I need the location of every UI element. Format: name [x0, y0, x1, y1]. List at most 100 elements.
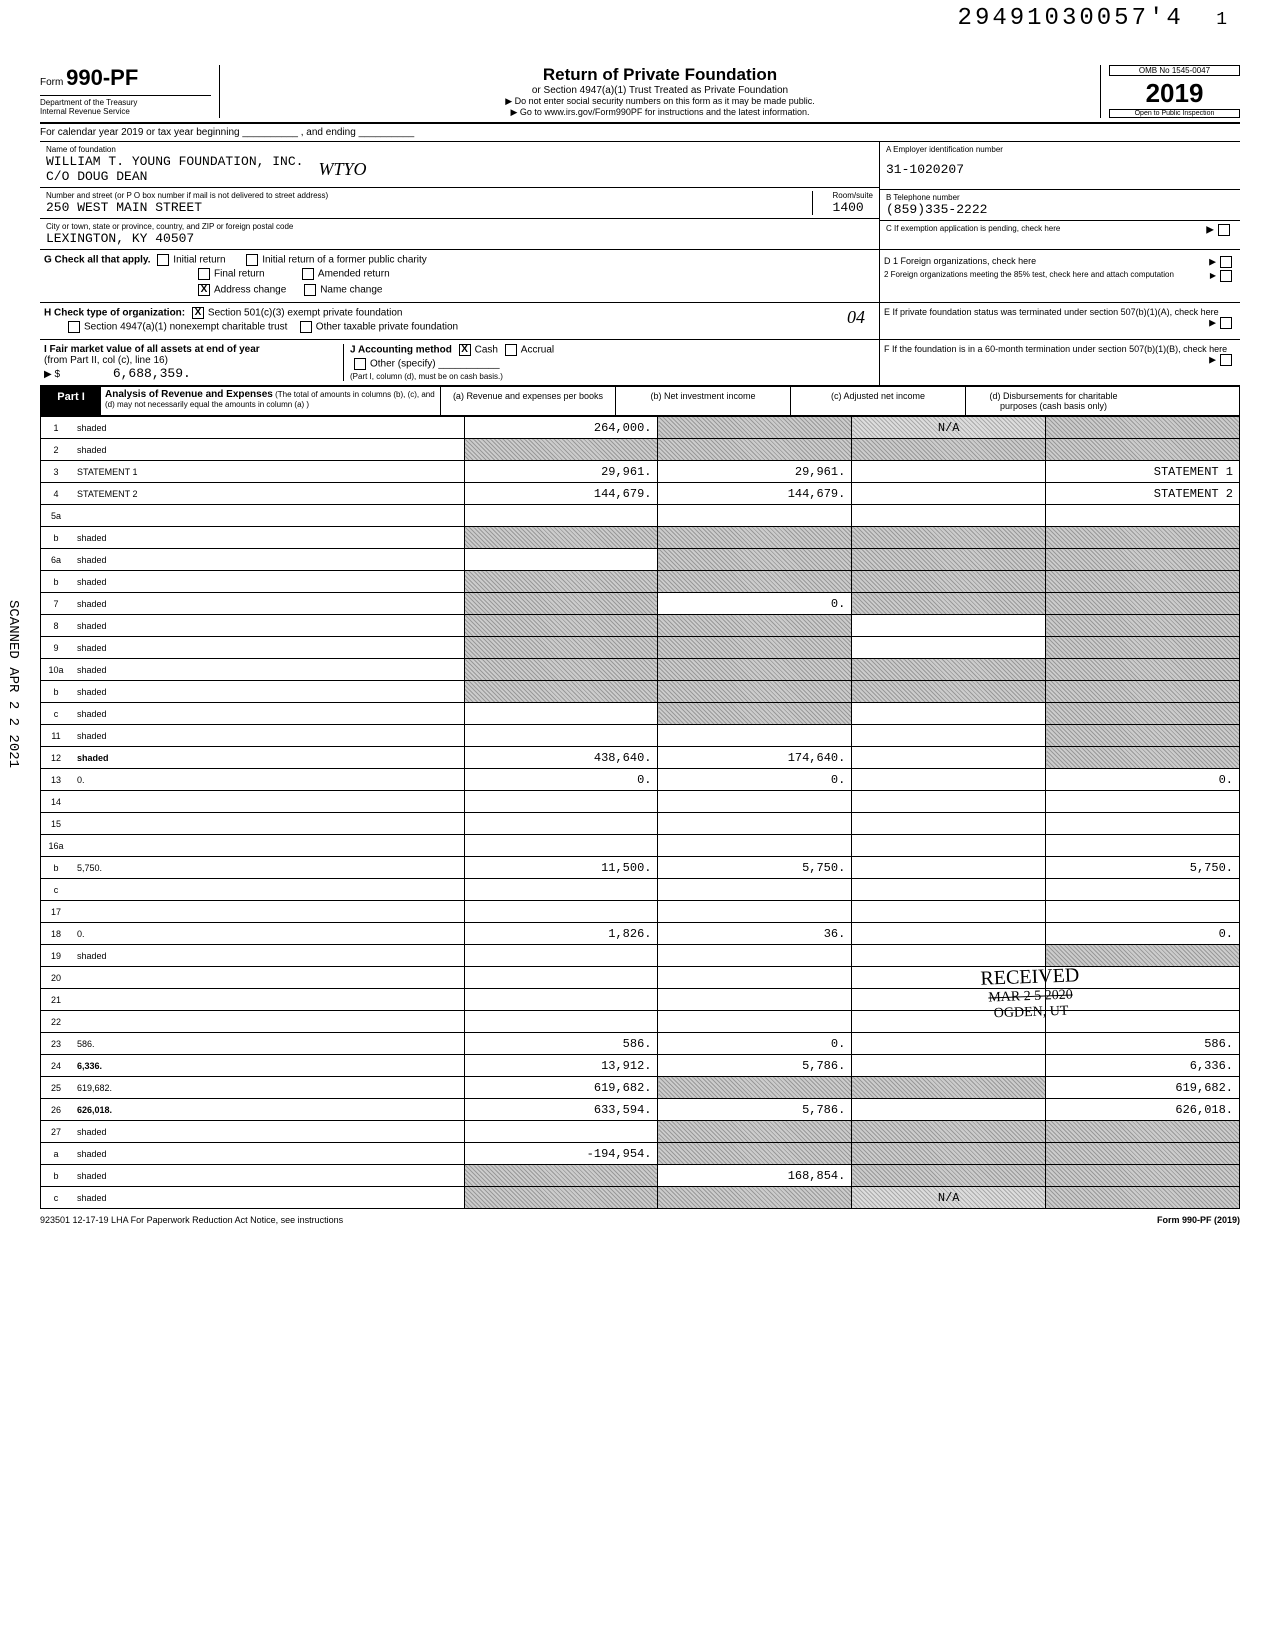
received-stamp: RECEIVED MAR 2 5 2020 OGDEN, UT	[980, 964, 1081, 1022]
h-other-checkbox[interactable]	[300, 321, 312, 333]
cell-a	[464, 967, 658, 989]
exemption-row: C If exemption application is pending, c…	[880, 221, 1240, 239]
cell-a	[464, 703, 658, 725]
cell-b: 5,786.	[658, 1055, 852, 1077]
row-number: b	[41, 527, 71, 549]
address-label: Number and street (or P O box number if …	[46, 191, 873, 200]
ein-label: A Employer identification number	[886, 145, 1234, 154]
cell-a	[464, 835, 658, 857]
city-value: LEXINGTON, KY 40507	[46, 231, 873, 246]
address-change-checkbox[interactable]: X	[198, 284, 210, 296]
table-row: cshadedN/A	[41, 1187, 1240, 1209]
exemption-checkbox[interactable]	[1218, 224, 1230, 236]
i-prefix: ▶ $	[44, 369, 60, 380]
cell-c	[852, 615, 1046, 637]
amended-checkbox[interactable]	[302, 268, 314, 280]
table-row: bshaded	[41, 681, 1240, 703]
other-checkbox[interactable]	[354, 358, 366, 370]
table-row: 26626,018.633,594.5,786.626,018.	[41, 1099, 1240, 1121]
row-description: shaded	[71, 725, 464, 747]
footer-right: Form 990-PF (2019)	[1157, 1215, 1240, 1225]
g-label: G Check all that apply.	[44, 255, 151, 266]
final-checkbox[interactable]	[198, 268, 210, 280]
h-4947-checkbox[interactable]	[68, 321, 80, 333]
cell-d	[1046, 637, 1240, 659]
row-description: 0.	[71, 769, 464, 791]
cell-c	[852, 945, 1046, 967]
row-description: shaded	[71, 945, 464, 967]
cell-d	[1046, 681, 1240, 703]
cash-checkbox[interactable]: X	[459, 344, 471, 356]
row-number: b	[41, 571, 71, 593]
cell-b	[658, 505, 852, 527]
cell-b	[658, 659, 852, 681]
foundation-name: WILLIAM T. YOUNG FOUNDATION, INC.	[46, 154, 303, 169]
cell-c	[852, 549, 1046, 571]
table-row: 27shaded	[41, 1121, 1240, 1143]
tax-year: 2019	[1109, 78, 1240, 109]
cell-b	[658, 725, 852, 747]
table-row: 2shaded	[41, 439, 1240, 461]
cell-d	[1046, 659, 1240, 681]
row-description: shaded	[71, 571, 464, 593]
cell-d	[1046, 791, 1240, 813]
cell-a	[464, 945, 658, 967]
f-checkbox[interactable]	[1220, 354, 1232, 366]
cell-c	[852, 527, 1046, 549]
cell-b	[658, 637, 852, 659]
cell-c	[852, 505, 1046, 527]
phone-row: B Telephone number (859)335-2222	[880, 190, 1240, 221]
j-label: J Accounting method	[350, 345, 452, 356]
row-description: shaded	[71, 527, 464, 549]
info-right: A Employer identification number 31-1020…	[880, 142, 1240, 249]
row-number: 11	[41, 725, 71, 747]
row-description	[71, 967, 464, 989]
table-row: 25619,682.619,682.619,682.	[41, 1077, 1240, 1099]
footer-left: 923501 12-17-19 LHA For Paperwork Reduct…	[40, 1215, 343, 1225]
d1-checkbox[interactable]	[1220, 256, 1232, 268]
initial-former-label: Initial return of a former public charit…	[262, 255, 427, 266]
cell-d	[1046, 615, 1240, 637]
row-description: 5,750.	[71, 857, 464, 879]
row-description	[71, 791, 464, 813]
row-number: 4	[41, 483, 71, 505]
h-501c3-checkbox[interactable]: X	[192, 307, 204, 319]
accrual-checkbox[interactable]	[505, 344, 517, 356]
cell-b	[658, 681, 852, 703]
row-description: 586.	[71, 1033, 464, 1055]
name-change-label: Name change	[320, 285, 382, 296]
form-title-block: Return of Private Foundation or Section …	[220, 65, 1100, 118]
scanned-stamp: SCANNED APR 2 2 2021	[5, 600, 21, 768]
cell-c	[852, 1077, 1046, 1099]
e-section: E If private foundation status was termi…	[880, 303, 1240, 339]
cell-a	[464, 593, 658, 615]
table-row: ashaded-194,954.	[41, 1143, 1240, 1165]
j-other-line: Other (specify) ___________	[350, 356, 875, 372]
initial-checkbox[interactable]	[157, 254, 169, 266]
row-number: 22	[41, 1011, 71, 1033]
cell-a: 1,826.	[464, 923, 658, 945]
row-number: 8	[41, 615, 71, 637]
received-text: RECEIVED	[980, 964, 1080, 990]
table-row: 3STATEMENT 129,961.29,961.STATEMENT 1	[41, 461, 1240, 483]
cell-b	[658, 967, 852, 989]
table-row: 5a	[41, 505, 1240, 527]
row-number: b	[41, 1165, 71, 1187]
name-change-checkbox[interactable]	[304, 284, 316, 296]
f-label: F If the foundation is in a 60-month ter…	[884, 344, 1227, 354]
row-description: STATEMENT 2	[71, 483, 464, 505]
row-description: shaded	[71, 681, 464, 703]
dept-text: Department of the Treasury	[40, 98, 211, 107]
row-number: 20	[41, 967, 71, 989]
d2-checkbox[interactable]	[1220, 270, 1232, 282]
row-description: 626,018.	[71, 1099, 464, 1121]
cell-b	[658, 1077, 852, 1099]
cell-c: N/A	[852, 417, 1046, 439]
cell-c	[852, 593, 1046, 615]
cell-d	[1046, 593, 1240, 615]
fair-market-value: 6,688,359.	[113, 366, 191, 381]
cell-a	[464, 989, 658, 1011]
initial-former-checkbox[interactable]	[246, 254, 258, 266]
row-number: c	[41, 1187, 71, 1209]
e-checkbox[interactable]	[1220, 317, 1232, 329]
